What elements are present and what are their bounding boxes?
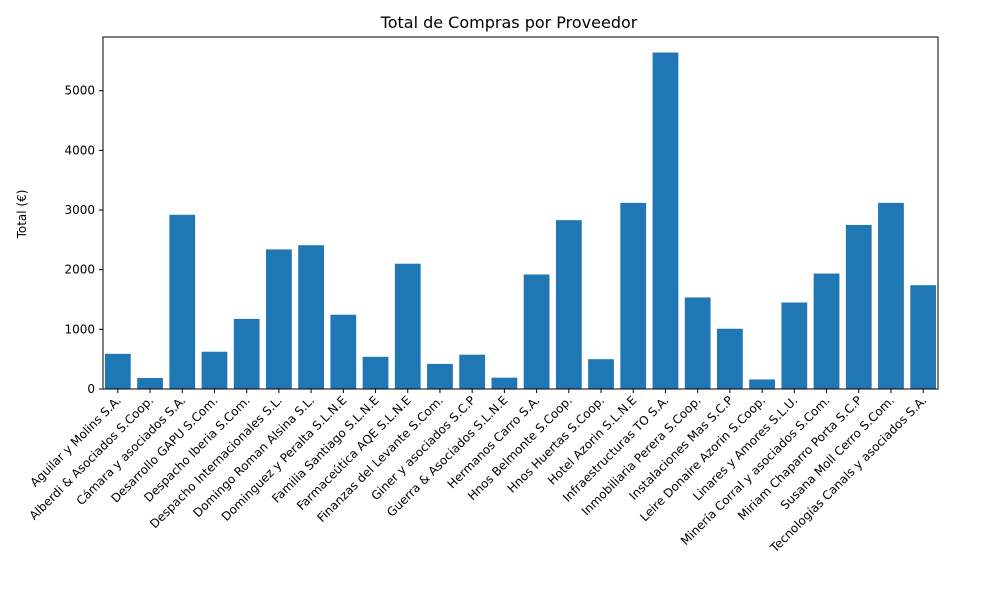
bar	[845, 224, 872, 389]
bar	[588, 359, 614, 389]
bar	[266, 249, 292, 389]
bar	[555, 220, 582, 389]
bar	[523, 274, 550, 389]
y-axis: 0 1000 2000 3000 4000 5000	[64, 84, 103, 396]
bar	[878, 202, 904, 389]
bar	[910, 285, 937, 389]
y-tick-label: 0	[87, 382, 95, 396]
bar-series	[104, 52, 937, 389]
bar	[620, 202, 647, 389]
bar	[362, 356, 389, 389]
chart-title: Total de Compras por Proveedor	[380, 13, 638, 32]
bar	[717, 328, 743, 389]
bar	[459, 354, 486, 389]
bar	[137, 377, 163, 389]
bar	[652, 52, 679, 389]
plot-frame	[102, 36, 939, 390]
y-tick-label: 4000	[64, 143, 95, 157]
bar	[169, 214, 196, 389]
bar	[104, 353, 131, 389]
y-tick-label: 3000	[64, 203, 95, 217]
x-tick-label: Alberdi & Asociados S.Coop.	[27, 393, 157, 523]
bar	[394, 263, 421, 389]
bar	[813, 273, 840, 389]
bar	[781, 302, 808, 389]
x-axis: Aguilar y Molins S.A.Alberdi & Asociados…	[27, 389, 929, 556]
bar	[298, 245, 324, 389]
y-tick-label: 2000	[64, 263, 95, 277]
y-tick-label: 5000	[64, 84, 95, 98]
y-tick-label: 1000	[64, 322, 95, 336]
bar	[233, 318, 260, 389]
bar	[330, 314, 357, 389]
bar	[491, 377, 518, 389]
y-axis-label: Total (€)	[15, 190, 29, 240]
bar	[201, 351, 228, 389]
bar	[749, 379, 775, 389]
bar	[684, 297, 711, 389]
bar	[427, 363, 453, 389]
